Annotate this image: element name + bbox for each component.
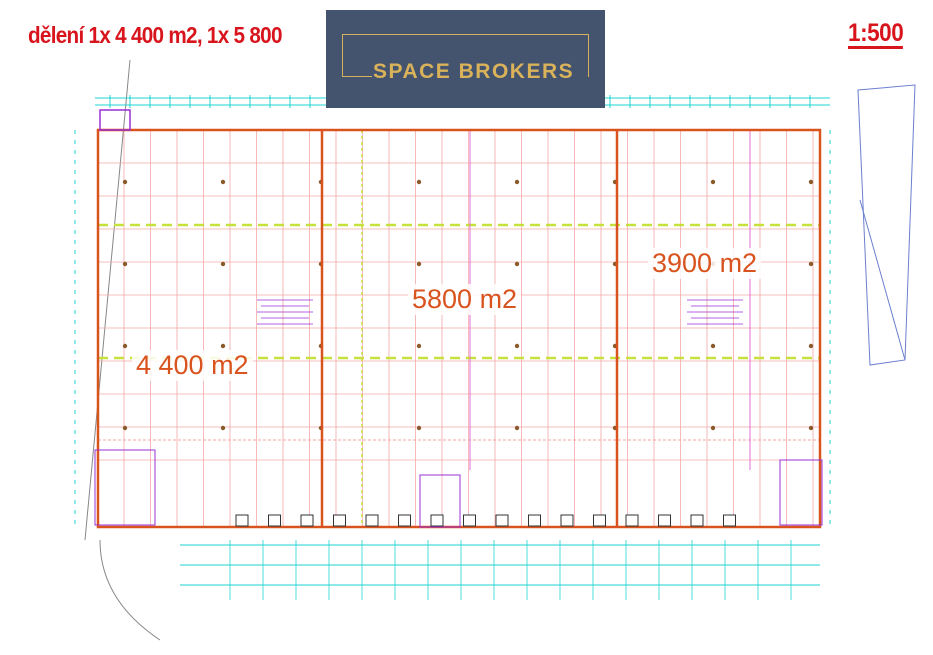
loading-dock [365, 514, 379, 527]
column-marker [514, 261, 520, 267]
column-marker [220, 425, 226, 431]
loading-dock [300, 514, 314, 527]
column-marker [514, 179, 520, 185]
column-marker [416, 179, 422, 185]
loading-dock [723, 514, 736, 527]
column-marker [710, 425, 716, 431]
site-boundary-curve [99, 539, 161, 641]
column-marker [122, 425, 128, 431]
column-marker [220, 261, 226, 267]
column-marker [808, 425, 814, 431]
column-marker [514, 343, 520, 349]
loading-dock [398, 514, 411, 527]
column-marker [122, 179, 128, 185]
loading-dock [658, 514, 671, 527]
column-marker [416, 425, 422, 431]
column-marker [808, 261, 814, 267]
loading-dock [495, 514, 509, 527]
column-marker [808, 179, 814, 185]
logo-frame [342, 34, 589, 77]
logo-frame-bottom [342, 76, 372, 77]
space-brokers-logo: SPACE BROKERS [326, 10, 605, 108]
building-outline [96, 128, 822, 529]
stair-block [99, 109, 131, 131]
division-title: dělení 1x 4 400 m2, 1x 5 800 [28, 22, 282, 48]
column-marker [220, 179, 226, 185]
loading-dock [430, 514, 444, 527]
column-marker [416, 261, 422, 267]
column-marker [710, 179, 716, 185]
loading-dock [593, 514, 606, 527]
unit-area-label-2: 5800 m2 [408, 284, 522, 315]
column-marker [122, 261, 128, 267]
site-boundary-line [84, 59, 131, 541]
loading-dock [268, 514, 281, 527]
column-marker [808, 343, 814, 349]
scale-label: 1:500 [848, 19, 904, 49]
neighbor-diagonal [859, 199, 906, 361]
loading-dock [528, 514, 541, 527]
unit-area-label-1: 4 400 m2 [132, 350, 253, 381]
loading-dock [333, 514, 346, 527]
office-block [94, 449, 156, 526]
loading-dock [625, 514, 639, 527]
column-marker [220, 343, 226, 349]
column-marker [416, 343, 422, 349]
column-marker [514, 425, 520, 431]
loading-dock [463, 514, 476, 527]
loading-dock [560, 514, 574, 527]
unit-area-label-3: 3900 m2 [648, 248, 762, 279]
loading-dock [690, 514, 704, 527]
loading-dock [235, 514, 249, 527]
office-block [779, 459, 823, 526]
logo-text: SPACE BROKERS [373, 60, 575, 83]
office-block [419, 474, 461, 528]
column-marker [710, 343, 716, 349]
column-marker [122, 343, 128, 349]
